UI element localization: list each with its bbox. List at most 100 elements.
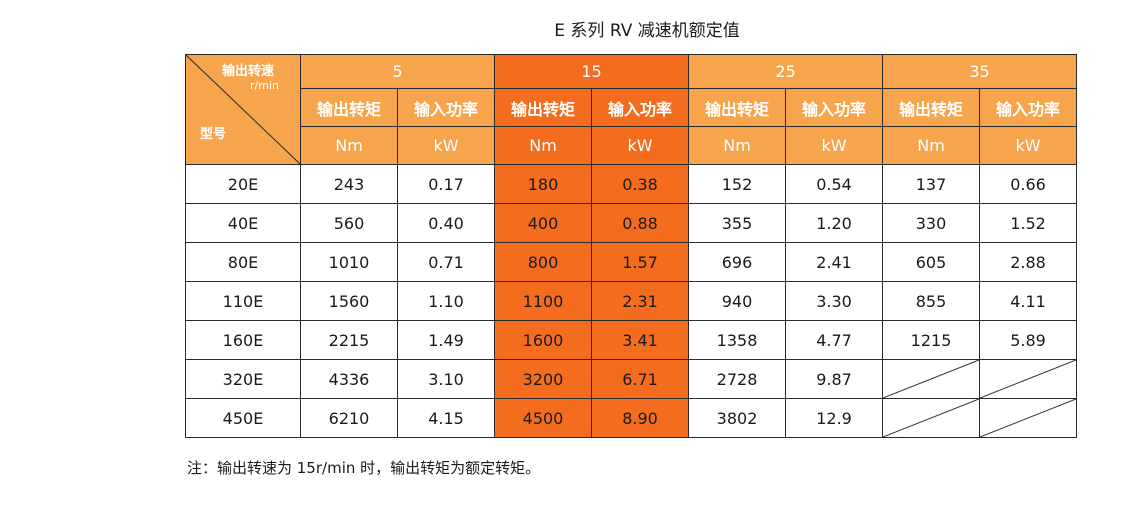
torque-value-cell: 855 (882, 281, 981, 321)
model-cell: 110E (185, 281, 301, 321)
power-value-cell: 0.17 (397, 164, 495, 204)
power-header: 输入功率 (397, 88, 495, 127)
torque-value-cell: 1215 (882, 320, 981, 360)
power-value-cell: 6.71 (590, 359, 690, 399)
empty-cell (979, 359, 1078, 399)
model-cell: 40E (185, 203, 301, 243)
torque-value-cell: 355 (688, 203, 787, 243)
power-value-cell: 3.10 (397, 359, 495, 399)
power-value-cell: 4.11 (979, 281, 1078, 321)
power-value-cell: 0.71 (397, 242, 495, 282)
torque-value-cell: 1010 (300, 242, 398, 282)
power-unit: kW (785, 126, 884, 165)
power-value-cell: 1.20 (785, 203, 884, 243)
header-row-quantities: 输出转矩 输入功率 输出转矩 输入功率 输出转矩 输入功率 输出转矩 输入功率 (186, 88, 1078, 127)
corner-diagonal-line (186, 55, 300, 164)
power-value-cell: 9.87 (785, 359, 884, 399)
torque-value-cell: 940 (688, 281, 787, 321)
model-cell: 320E (185, 359, 301, 399)
torque-value-cell: 1560 (300, 281, 398, 321)
corner-speed-label: 输出转速 (222, 64, 275, 79)
torque-value-cell: 152 (688, 164, 787, 204)
power-value-cell: 5.89 (979, 320, 1078, 360)
torque-value-cell: 180 (494, 164, 592, 204)
speed-header-25: 25 (688, 54, 884, 89)
table-row: 320E 4336 3.10 3200 6.71 2728 9.87 (185, 359, 1078, 399)
power-value-cell: 2.41 (785, 242, 884, 282)
power-value-cell: 0.38 (590, 164, 690, 204)
torque-value-cell: 6210 (300, 398, 398, 438)
empty-diagonal-line (883, 360, 979, 398)
power-value-cell: 1.57 (590, 242, 690, 282)
torque-header: 输出转矩 (494, 88, 592, 127)
torque-unit: Nm (494, 126, 592, 165)
torque-value-cell: 2728 (688, 359, 787, 399)
table-title: E 系列 RV 减速机额定值 (554, 21, 740, 41)
ratings-table: 输出转速 r/min 型号 5 15 25 35 输出转矩 输入功率 输出转矩 … (185, 54, 1078, 438)
torque-value-cell: 1358 (688, 320, 787, 360)
torque-value-cell: 330 (882, 203, 981, 243)
speed-header-5: 5 (300, 54, 495, 89)
power-value-cell: 0.66 (979, 164, 1078, 204)
header-row-speeds: 输出转速 r/min 型号 5 15 25 35 (185, 54, 1078, 165)
empty-cell (882, 398, 981, 438)
power-header: 输入功率 (785, 88, 884, 127)
torque-header: 输出转矩 (882, 88, 981, 127)
torque-unit: Nm (688, 126, 787, 165)
torque-unit: Nm (882, 126, 981, 165)
empty-diagonal-line (980, 360, 1076, 398)
power-value-cell: 8.90 (590, 398, 690, 438)
power-value-cell: 1.49 (397, 320, 495, 360)
power-value-cell: 0.88 (590, 203, 690, 243)
power-header: 输入功率 (590, 88, 690, 127)
model-cell: 160E (185, 320, 301, 360)
torque-value-cell: 400 (494, 203, 592, 243)
torque-value-cell: 605 (882, 242, 981, 282)
power-value-cell: 2.88 (979, 242, 1078, 282)
model-cell: 20E (185, 164, 301, 204)
torque-value-cell: 560 (300, 203, 398, 243)
table-body: 20E 243 0.17 180 0.38 152 0.54 137 0.66 40E 560 0.4… (185, 164, 1078, 438)
torque-value-cell: 4500 (494, 398, 592, 438)
power-value-cell: 0.40 (397, 203, 495, 243)
empty-diagonal-line (980, 399, 1076, 437)
corner-header-cell: 输出转速 r/min 型号 (185, 54, 301, 165)
power-value-cell: 3.41 (590, 320, 690, 360)
torque-value-cell: 4336 (300, 359, 398, 399)
torque-value-cell: 243 (300, 164, 398, 204)
empty-diagonal-line (883, 399, 979, 437)
table-row: 160E 2215 1.49 1600 3.41 1358 4.77 1215 5.89 (185, 320, 1078, 360)
torque-unit: Nm (300, 126, 398, 165)
torque-value-cell: 2215 (300, 320, 398, 360)
torque-value-cell: 3200 (494, 359, 592, 399)
power-value-cell: 1.52 (979, 203, 1078, 243)
power-value-cell: 4.77 (785, 320, 884, 360)
table-row: 20E 243 0.17 180 0.38 152 0.54 137 0.66 (185, 164, 1078, 204)
torque-value-cell: 1100 (494, 281, 592, 321)
empty-cell (979, 398, 1078, 438)
power-header: 输入功率 (979, 88, 1078, 127)
power-value-cell: 12.9 (785, 398, 884, 438)
torque-value-cell: 800 (494, 242, 592, 282)
torque-header: 输出转矩 (688, 88, 787, 127)
power-value-cell: 2.31 (590, 281, 690, 321)
model-cell: 450E (185, 398, 301, 438)
header-row-units: Nm kW Nm kW Nm kW Nm kW (186, 126, 1078, 165)
torque-header: 输出转矩 (300, 88, 398, 127)
power-unit: kW (979, 126, 1078, 165)
model-cell: 80E (185, 242, 301, 282)
table-row: 110E 1560 1.10 1100 2.31 940 3.30 855 4.11 (185, 281, 1078, 321)
table-row: 40E 560 0.40 400 0.88 355 1.20 330 1.52 (185, 203, 1078, 243)
torque-value-cell: 1600 (494, 320, 592, 360)
table-row: 450E 6210 4.15 4500 8.90 3802 12.9 (185, 398, 1078, 438)
power-value-cell: 0.54 (785, 164, 884, 204)
power-unit: kW (397, 126, 495, 165)
torque-value-cell: 696 (688, 242, 787, 282)
torque-value-cell: 3802 (688, 398, 787, 438)
corner-speed-unit: r/min (250, 79, 279, 92)
speed-header-35: 35 (882, 54, 1078, 89)
empty-cell (882, 359, 981, 399)
table-row: 80E 1010 0.71 800 1.57 696 2.41 605 2.88 (185, 242, 1078, 282)
power-unit: kW (590, 126, 690, 165)
torque-value-cell: 137 (882, 164, 981, 204)
